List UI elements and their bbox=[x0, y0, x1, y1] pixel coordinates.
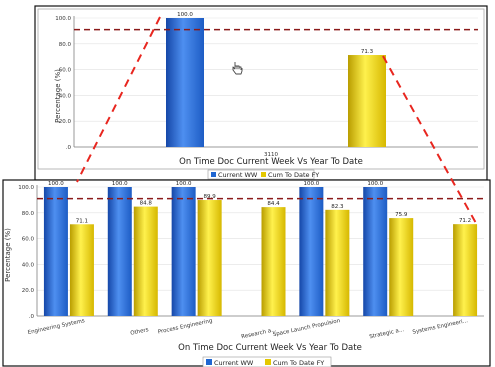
y-tick-label: 60.0 bbox=[59, 68, 72, 74]
bottom-legend-swatch-current bbox=[206, 359, 212, 365]
bar-current-ww[interactable] bbox=[363, 187, 388, 316]
bar-value-label: 75.9 bbox=[395, 212, 408, 218]
category-label: Others bbox=[130, 327, 149, 337]
top-chart-title: On Time Doc Current Week Vs Year To Date bbox=[179, 157, 363, 167]
y-tick-label: 40.0 bbox=[22, 262, 35, 268]
top-legend-swatch-current bbox=[211, 172, 216, 177]
y-tick-label: 100.0 bbox=[18, 185, 34, 191]
bottom-y-axis-title: Percentage (%) bbox=[4, 228, 12, 282]
top-legend-label-current: Current WW bbox=[218, 171, 258, 179]
bar-cum-to-date[interactable] bbox=[133, 206, 158, 316]
annotation-text: 3110 bbox=[264, 152, 278, 158]
bar-value-label: 84.8 bbox=[140, 201, 153, 207]
bar-cum-to-date[interactable] bbox=[325, 209, 350, 316]
bar-value-label: 84.4 bbox=[267, 201, 280, 207]
y-tick-label: 20.0 bbox=[22, 288, 35, 294]
zoom-connector-right bbox=[382, 55, 478, 226]
hand-cursor-icon bbox=[232, 62, 243, 75]
y-tick-label: .0 bbox=[29, 314, 35, 320]
bar-value-label: 100.0 bbox=[176, 181, 192, 187]
bottom-legend-swatch-cum bbox=[265, 359, 271, 365]
bar-current-ww[interactable] bbox=[299, 187, 324, 316]
bar-cum-to-date[interactable] bbox=[69, 224, 94, 316]
zoom-connector-left bbox=[76, 16, 161, 183]
y-tick-label: 80.0 bbox=[59, 42, 72, 48]
bar-value-label: 100.0 bbox=[48, 181, 64, 187]
top-legend-swatch-cum bbox=[261, 172, 266, 177]
bar-value-label: 100.0 bbox=[177, 12, 193, 18]
y-tick-label: .0 bbox=[66, 145, 72, 151]
bar-value-label: 71.2 bbox=[459, 218, 471, 224]
bar-current-ww[interactable] bbox=[43, 187, 68, 316]
bar-current-ww[interactable] bbox=[171, 187, 196, 316]
bottom-legend-label-current: Current WW bbox=[214, 359, 254, 367]
top-bars bbox=[166, 18, 386, 148]
top-panel-frame bbox=[34, 5, 488, 181]
bottom-bars bbox=[43, 187, 478, 316]
top-y-axis-title: Percentage (%) bbox=[54, 69, 62, 123]
bar-cum-to-date[interactable] bbox=[197, 200, 222, 316]
top-y-axis: 100.0 80.0 60.0 40.0 20.0 .0 bbox=[55, 16, 478, 151]
bar-cum-to-date[interactable] bbox=[453, 224, 478, 316]
bar-value-label: 89.9 bbox=[204, 194, 217, 200]
top-value-labels: 100.0 71.3 bbox=[177, 12, 373, 55]
y-tick-label: 20.0 bbox=[59, 119, 72, 125]
bottom-value-labels: 100.0 100.0 100.0 100.0 100.0 71.1 84.8 89.9 84.… bbox=[48, 181, 471, 224]
bar-current-ww[interactable] bbox=[166, 18, 204, 147]
bar-cum-to-date[interactable] bbox=[389, 218, 414, 316]
y-tick-label: 60.0 bbox=[22, 237, 35, 243]
y-tick-label: 80.0 bbox=[22, 211, 35, 217]
bar-value-label: 100.0 bbox=[367, 181, 383, 187]
bar-value-label: 71.1 bbox=[76, 218, 88, 224]
y-tick-label: 40.0 bbox=[59, 93, 72, 99]
bar-current-ww[interactable] bbox=[107, 187, 132, 316]
bar-value-label: 82.3 bbox=[331, 204, 344, 210]
bar-cum-to-date[interactable] bbox=[261, 207, 286, 316]
bottom-chart-title: On Time Doc Current Week Vs Year To Date bbox=[178, 343, 362, 353]
bottom-legend-label-cum: Cum To Date FY bbox=[273, 359, 324, 367]
bar-cum-to-date[interactable] bbox=[348, 55, 386, 148]
bar-value-label: 100.0 bbox=[303, 181, 319, 187]
bar-value-label: 100.0 bbox=[112, 181, 128, 187]
top-legend-label-cum: Cum To Date FY bbox=[268, 171, 319, 179]
y-tick-label: 100.0 bbox=[55, 16, 71, 22]
bar-value-label: 71.3 bbox=[361, 49, 374, 55]
top-inner-frame bbox=[37, 8, 485, 170]
